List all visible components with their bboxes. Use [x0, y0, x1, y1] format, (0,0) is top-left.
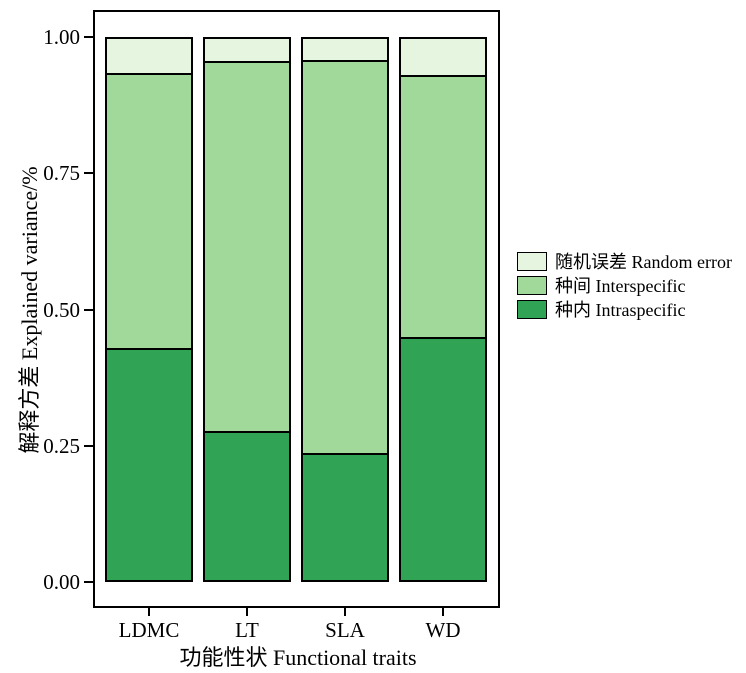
legend-swatch	[517, 251, 547, 271]
y-tick-label: 0.25	[43, 433, 80, 458]
legend-swatch	[517, 275, 547, 295]
bar-segment	[399, 76, 487, 339]
bar-lt	[203, 37, 291, 582]
bar-segment	[203, 433, 291, 582]
y-tick-mark	[84, 36, 93, 38]
bar-segment	[203, 62, 291, 434]
y-tick-label: 1.00	[43, 25, 80, 49]
y-tick-label: 0.00	[43, 570, 80, 594]
bar-segment	[301, 455, 389, 582]
legend-item: 随机误差 Random error	[517, 251, 732, 272]
bar-segment	[105, 37, 193, 76]
bar-segment	[105, 75, 193, 351]
legend-label: 随机误差 Random error	[555, 252, 732, 272]
bar-segment	[203, 37, 291, 63]
y-tick-label: 0.75	[43, 161, 80, 186]
bar-segment	[301, 37, 389, 63]
x-tick-mark	[246, 608, 248, 616]
legend-label: 种内 Intraspecific	[555, 300, 686, 320]
y-tick-mark	[84, 581, 93, 583]
y-tick-mark	[84, 308, 93, 311]
bar-segment	[399, 37, 487, 77]
legend-item: 种内 Intraspecific	[517, 299, 732, 320]
y-tick-mark	[84, 172, 93, 175]
bar-segment	[301, 62, 389, 455]
x-tick-mark	[442, 608, 444, 616]
legend-label: 种间 Interspecific	[555, 276, 686, 296]
bar-ldmc	[105, 37, 193, 582]
x-tick-label-sla: SLA	[325, 618, 365, 642]
bar-wd	[399, 37, 487, 582]
x-tick-mark	[344, 608, 346, 616]
bar-segment	[399, 338, 487, 582]
y-tick-label: 0.50	[43, 297, 80, 322]
legend-swatch	[517, 299, 547, 319]
x-axis-title: 功能性状 Functional traits	[179, 645, 417, 670]
x-tick-label-wd: WD	[425, 618, 461, 642]
y-axis-title: 解释方差 Explained variance/%	[17, 166, 42, 454]
bar-sla	[301, 37, 389, 582]
legend: 随机误差 Random error 种间 Interspecific 种内 Intr…	[517, 251, 732, 323]
bar-segment	[105, 350, 193, 582]
x-tick-label-lt: LT	[235, 618, 259, 642]
legend-item: 种间 Interspecific	[517, 275, 732, 296]
x-tick-mark	[148, 608, 150, 616]
x-tick-label-ldmc: LDMC	[118, 618, 180, 642]
y-tick-mark	[84, 444, 93, 447]
